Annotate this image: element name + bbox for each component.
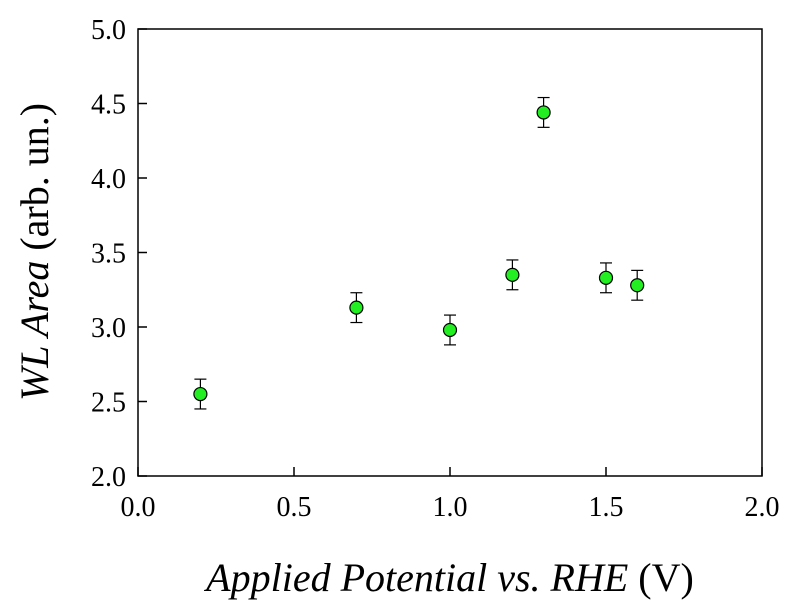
y-tick-label: 4.5 [91, 90, 126, 121]
y-tick-label: 4.0 [91, 164, 126, 195]
x-tick-label: 0.0 [121, 492, 156, 523]
y-axis-title: WL Area (arb. un.) [12, 103, 57, 401]
y-tick-label: 3.5 [91, 239, 126, 270]
y-tick-label: 2.5 [91, 388, 126, 419]
plot-frame [137, 28, 763, 477]
x-tick-label: 1.5 [589, 492, 624, 523]
data-point [349, 300, 364, 315]
y-tick-label: 3.0 [91, 313, 126, 344]
data-point [193, 386, 208, 402]
x-tick-label: 2.0 [745, 492, 780, 523]
data-point [442, 322, 458, 338]
data-series [193, 96, 645, 410]
data-point [630, 278, 645, 293]
x-axis-title: Applied Potential vs. RHE (V) [203, 555, 694, 600]
data-point [505, 267, 520, 282]
y-tick-label: 2.0 [91, 462, 126, 493]
data-point [598, 270, 614, 285]
y-axis: 2.0 2.5 3.0 3.5 4.0 4.5 5.0 [91, 15, 147, 493]
x-tick-label: 1.0 [433, 492, 468, 523]
data-point [536, 105, 551, 120]
x-tick-label: 0.5 [277, 492, 312, 523]
x-axis: 0.0 0.5 1.0 1.5 2.0 [121, 467, 780, 523]
y-tick-label: 5.0 [91, 15, 126, 46]
